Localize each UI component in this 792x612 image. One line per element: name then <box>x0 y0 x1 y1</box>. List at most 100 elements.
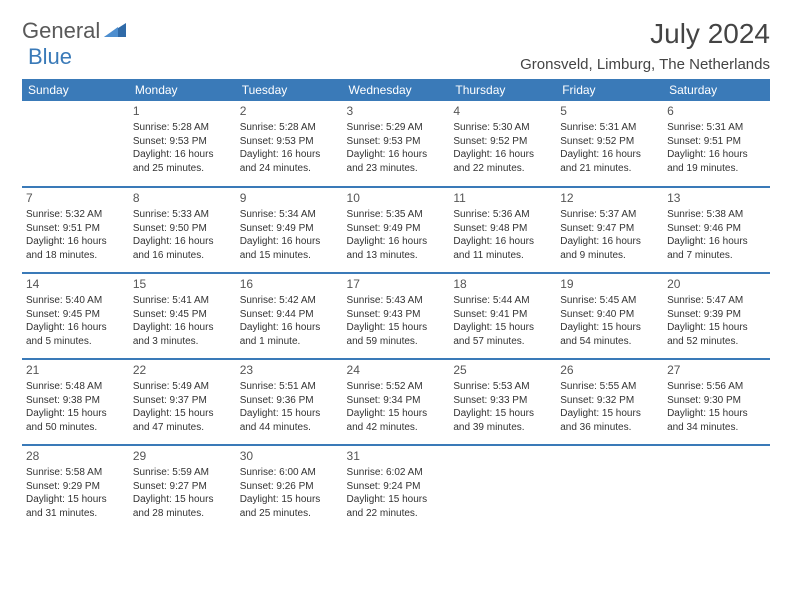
day-number: 22 <box>133 362 232 378</box>
day-info-line: Sunrise: 5:59 AM <box>133 466 232 480</box>
day-info-line: and 23 minutes. <box>347 162 446 176</box>
calendar-cell: 28Sunrise: 5:58 AMSunset: 9:29 PMDayligh… <box>22 445 129 531</box>
day-number: 20 <box>667 276 766 292</box>
day-info-line: and 24 minutes. <box>240 162 339 176</box>
day-info-line: Sunset: 9:39 PM <box>667 308 766 322</box>
calendar-cell: 5Sunrise: 5:31 AMSunset: 9:52 PMDaylight… <box>556 101 663 187</box>
day-info-line: and 44 minutes. <box>240 421 339 435</box>
day-info-line: Daylight: 15 hours <box>560 321 659 335</box>
calendar-cell: 3Sunrise: 5:29 AMSunset: 9:53 PMDaylight… <box>343 101 450 187</box>
day-info-line: and 13 minutes. <box>347 249 446 263</box>
day-number: 24 <box>347 362 446 378</box>
calendar-row: 1Sunrise: 5:28 AMSunset: 9:53 PMDaylight… <box>22 101 770 187</box>
calendar-cell: 1Sunrise: 5:28 AMSunset: 9:53 PMDaylight… <box>129 101 236 187</box>
day-info-line: and 31 minutes. <box>26 507 125 521</box>
day-info-line: Sunset: 9:33 PM <box>453 394 552 408</box>
day-info-line: Sunset: 9:37 PM <box>133 394 232 408</box>
day-info-line: Sunset: 9:48 PM <box>453 222 552 236</box>
day-info-line: Sunset: 9:40 PM <box>560 308 659 322</box>
calendar-cell-empty <box>449 445 556 531</box>
day-header: Wednesday <box>343 79 450 101</box>
day-info-line: Daylight: 15 hours <box>667 321 766 335</box>
day-info-line: and 34 minutes. <box>667 421 766 435</box>
day-info-line: Sunset: 9:53 PM <box>347 135 446 149</box>
calendar-table: SundayMondayTuesdayWednesdayThursdayFrid… <box>22 79 770 531</box>
day-number: 4 <box>453 103 552 119</box>
day-info-line: Daylight: 16 hours <box>347 148 446 162</box>
calendar-cell-empty <box>556 445 663 531</box>
day-info-line: Sunset: 9:46 PM <box>667 222 766 236</box>
calendar-cell: 23Sunrise: 5:51 AMSunset: 9:36 PMDayligh… <box>236 359 343 445</box>
day-info-line: and 16 minutes. <box>133 249 232 263</box>
day-info-line: Sunrise: 5:33 AM <box>133 208 232 222</box>
day-info-line: Daylight: 16 hours <box>133 235 232 249</box>
day-number: 18 <box>453 276 552 292</box>
day-info-line: and 47 minutes. <box>133 421 232 435</box>
day-info-line: and 3 minutes. <box>133 335 232 349</box>
day-number: 27 <box>667 362 766 378</box>
day-number: 10 <box>347 190 446 206</box>
day-info-line: Sunset: 9:24 PM <box>347 480 446 494</box>
day-info-line: Sunset: 9:52 PM <box>453 135 552 149</box>
day-number: 23 <box>240 362 339 378</box>
calendar-cell: 7Sunrise: 5:32 AMSunset: 9:51 PMDaylight… <box>22 187 129 273</box>
day-info-line: Sunrise: 5:49 AM <box>133 380 232 394</box>
logo-text-general: General <box>22 18 100 44</box>
day-info-line: Daylight: 16 hours <box>347 235 446 249</box>
calendar-cell: 27Sunrise: 5:56 AMSunset: 9:30 PMDayligh… <box>663 359 770 445</box>
logo-triangle-icon <box>104 21 126 42</box>
day-info-line: and 19 minutes. <box>667 162 766 176</box>
day-info-line: Sunrise: 5:47 AM <box>667 294 766 308</box>
day-number: 17 <box>347 276 446 292</box>
day-info-line: Sunset: 9:47 PM <box>560 222 659 236</box>
day-info-line: Sunrise: 5:44 AM <box>453 294 552 308</box>
day-info-line: Sunset: 9:44 PM <box>240 308 339 322</box>
calendar-row: 28Sunrise: 5:58 AMSunset: 9:29 PMDayligh… <box>22 445 770 531</box>
day-info-line: Sunrise: 5:32 AM <box>26 208 125 222</box>
day-info-line: Sunrise: 5:38 AM <box>667 208 766 222</box>
location: Gronsveld, Limburg, The Netherlands <box>520 56 770 73</box>
day-info-line: Daylight: 15 hours <box>560 407 659 421</box>
day-header: Monday <box>129 79 236 101</box>
day-info-line: Sunrise: 5:34 AM <box>240 208 339 222</box>
day-info-line: and 39 minutes. <box>453 421 552 435</box>
day-number: 31 <box>347 448 446 464</box>
header: General July 2024 Gronsveld, Limburg, Th… <box>22 18 770 73</box>
day-info-line: Daylight: 15 hours <box>347 321 446 335</box>
day-info-line: and 21 minutes. <box>560 162 659 176</box>
day-info-line: and 5 minutes. <box>26 335 125 349</box>
day-info-line: Sunset: 9:53 PM <box>133 135 232 149</box>
calendar-cell: 6Sunrise: 5:31 AMSunset: 9:51 PMDaylight… <box>663 101 770 187</box>
day-info-line: Sunrise: 5:31 AM <box>560 121 659 135</box>
day-info-line: Daylight: 16 hours <box>453 235 552 249</box>
calendar-cell: 14Sunrise: 5:40 AMSunset: 9:45 PMDayligh… <box>22 273 129 359</box>
day-info-line: and 59 minutes. <box>347 335 446 349</box>
day-info-line: Sunrise: 5:35 AM <box>347 208 446 222</box>
calendar-row: 21Sunrise: 5:48 AMSunset: 9:38 PMDayligh… <box>22 359 770 445</box>
day-info-line: Daylight: 15 hours <box>26 493 125 507</box>
day-info-line: Sunrise: 5:28 AM <box>240 121 339 135</box>
calendar-row: 7Sunrise: 5:32 AMSunset: 9:51 PMDaylight… <box>22 187 770 273</box>
day-info-line: Sunrise: 5:41 AM <box>133 294 232 308</box>
day-info-line: Daylight: 15 hours <box>133 407 232 421</box>
day-info-line: Sunset: 9:43 PM <box>347 308 446 322</box>
day-info-line: Sunrise: 5:40 AM <box>26 294 125 308</box>
calendar-cell: 30Sunrise: 6:00 AMSunset: 9:26 PMDayligh… <box>236 445 343 531</box>
day-info-line: Daylight: 16 hours <box>667 148 766 162</box>
day-info-line: Daylight: 15 hours <box>347 493 446 507</box>
calendar-cell-empty <box>22 101 129 187</box>
day-info-line: Sunset: 9:36 PM <box>240 394 339 408</box>
day-info-line: Daylight: 16 hours <box>560 148 659 162</box>
day-info-line: and 22 minutes. <box>347 507 446 521</box>
day-info-line: Sunset: 9:45 PM <box>26 308 125 322</box>
day-number: 16 <box>240 276 339 292</box>
day-info-line: and 25 minutes. <box>133 162 232 176</box>
day-info-line: Sunset: 9:38 PM <box>26 394 125 408</box>
calendar-cell: 21Sunrise: 5:48 AMSunset: 9:38 PMDayligh… <box>22 359 129 445</box>
day-number: 1 <box>133 103 232 119</box>
calendar-cell: 11Sunrise: 5:36 AMSunset: 9:48 PMDayligh… <box>449 187 556 273</box>
calendar-cell-empty <box>663 445 770 531</box>
month-title: July 2024 <box>520 18 770 50</box>
calendar-cell: 17Sunrise: 5:43 AMSunset: 9:43 PMDayligh… <box>343 273 450 359</box>
day-info-line: Daylight: 16 hours <box>240 321 339 335</box>
